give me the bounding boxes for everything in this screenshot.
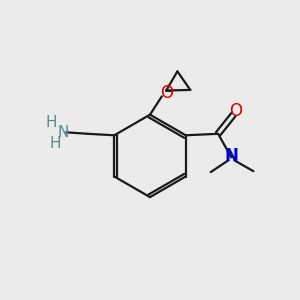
Text: O: O (229, 102, 242, 120)
Text: H: H (50, 136, 61, 151)
Text: H: H (46, 115, 57, 130)
Text: N: N (57, 125, 68, 140)
Text: N: N (224, 147, 238, 165)
Text: O: O (160, 85, 173, 103)
